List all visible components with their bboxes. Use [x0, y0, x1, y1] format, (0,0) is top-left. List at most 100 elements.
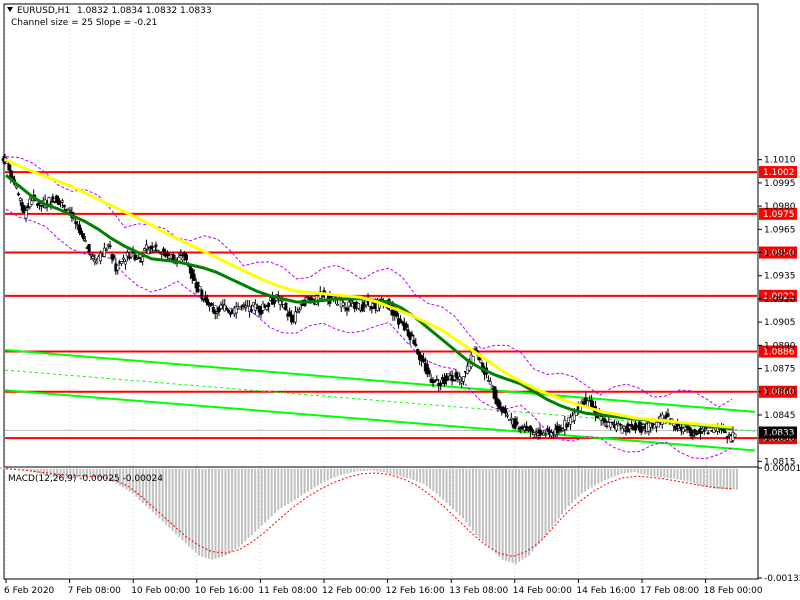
candle-body — [450, 374, 454, 382]
candle-body — [305, 296, 309, 298]
price-tick-label: 1.0950 — [764, 249, 796, 259]
level-badge — [759, 289, 797, 302]
price-tick-label: 1.0860 — [764, 388, 796, 398]
candle-body — [727, 434, 731, 437]
candle-body — [509, 417, 513, 420]
candle-body — [152, 246, 156, 251]
candle-body — [425, 364, 429, 375]
candle-body — [446, 373, 450, 377]
candle-body — [144, 244, 148, 250]
candle-body — [62, 204, 66, 208]
candle-body — [242, 304, 246, 306]
candle-body — [620, 427, 624, 434]
candle-body — [74, 221, 78, 224]
candle-body — [162, 248, 166, 252]
candle-body — [253, 303, 257, 311]
candle-body — [288, 311, 292, 317]
candle-body — [219, 304, 223, 309]
candle-body — [215, 311, 219, 314]
level-badge — [759, 246, 797, 259]
candle-body — [158, 251, 162, 254]
candle-body — [165, 252, 169, 256]
candle-body — [399, 319, 403, 323]
candle-body — [156, 249, 160, 252]
time-tick-label: 18 Feb 00:00 — [704, 586, 763, 596]
candle-body — [433, 379, 437, 383]
candle-body — [681, 427, 685, 433]
candle-body — [102, 247, 106, 257]
candle-body — [347, 301, 351, 307]
candle-body — [607, 421, 611, 423]
candle-body — [353, 301, 357, 309]
chart-frame — [3, 3, 759, 580]
candle-body — [532, 432, 536, 435]
candle-body — [160, 253, 164, 255]
price-tick-label: 1.0920 — [764, 295, 796, 305]
candle-body — [706, 432, 710, 435]
price-tick-label: 1.0965 — [764, 225, 796, 235]
price-tick-label: 1.0875 — [764, 365, 796, 375]
candle-body — [404, 323, 408, 328]
candle-body — [609, 422, 613, 428]
candle-body — [544, 433, 548, 436]
candle-body — [488, 381, 492, 385]
candle-body — [549, 432, 553, 437]
price-tick-label: 1.0980 — [764, 202, 796, 212]
candle-body — [225, 307, 229, 310]
macd-label: MACD(12,26,9) -0.00025 -0.00024 — [8, 474, 163, 484]
collapse-triangle-icon[interactable] — [7, 7, 13, 12]
candle-body — [22, 205, 26, 213]
candle-body — [395, 311, 399, 317]
candle-body — [209, 303, 213, 306]
candle-body — [36, 203, 40, 206]
candle-body — [146, 249, 150, 255]
candle-body — [341, 302, 345, 306]
level-label: 1.1002 — [763, 168, 795, 178]
candle-body — [656, 422, 660, 428]
level-label: 1.0975 — [763, 210, 795, 220]
candle-body — [400, 321, 404, 324]
time-tick-label: 7 Feb 08:00 — [68, 586, 122, 596]
candle-body — [356, 302, 360, 309]
candle-body — [674, 425, 678, 430]
candle-body — [349, 300, 353, 303]
candle-body — [217, 307, 221, 312]
candle-body — [498, 401, 502, 409]
candle-body — [95, 260, 99, 264]
candle-body — [234, 306, 238, 314]
candle-body — [116, 264, 120, 271]
time-tick-label: 14 Feb 00:00 — [513, 586, 572, 596]
candle-body — [272, 300, 276, 304]
candle-body — [639, 423, 643, 433]
candle-body — [345, 307, 349, 311]
candle-body — [435, 379, 439, 381]
candle-body — [290, 314, 294, 323]
level-badge — [759, 345, 797, 358]
candle-body — [641, 424, 645, 427]
candle-body — [534, 431, 538, 434]
candle-body — [297, 309, 301, 312]
candle-body — [687, 426, 691, 431]
price-tick-label: 1.0845 — [764, 411, 796, 421]
current-price-label: 1.0833 — [763, 429, 795, 439]
candle-body — [439, 382, 443, 386]
candle-body — [133, 254, 137, 260]
time-tick-label: 10 Feb 16:00 — [195, 586, 254, 596]
candle-body — [548, 429, 552, 435]
candle-body — [112, 255, 116, 259]
price-tick-label: 1.1010 — [764, 156, 796, 166]
candle-body — [572, 412, 576, 421]
candle-body — [603, 419, 607, 423]
candle-body — [733, 433, 737, 438]
candle-body — [177, 256, 181, 262]
candle-body — [412, 339, 416, 344]
candle-body — [108, 245, 112, 248]
price-tick-label: 1.0830 — [764, 434, 796, 444]
candle-body — [611, 421, 615, 424]
candle-body — [462, 376, 466, 382]
candle-body — [127, 256, 131, 259]
channel-info: Channel size = 25 Slope = -0.21 — [11, 18, 157, 28]
candle-body — [207, 305, 211, 307]
candle-body — [125, 252, 129, 257]
envelope-upper — [5, 156, 733, 408]
